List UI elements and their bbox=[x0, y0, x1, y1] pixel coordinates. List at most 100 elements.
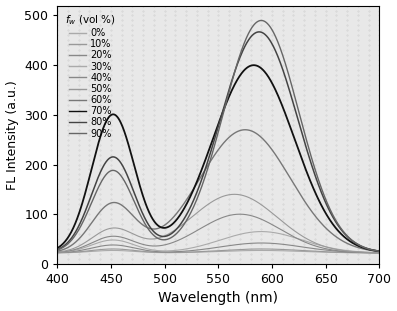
30% bbox=[377, 251, 382, 254]
Line: 10%: 10% bbox=[57, 249, 380, 253]
90% bbox=[259, 19, 264, 22]
90% bbox=[251, 25, 255, 28]
90% bbox=[75, 231, 79, 235]
40% bbox=[242, 213, 247, 216]
90% bbox=[242, 41, 247, 45]
0% bbox=[377, 251, 382, 255]
90% bbox=[260, 19, 265, 22]
30% bbox=[333, 247, 337, 251]
40% bbox=[377, 251, 382, 255]
50% bbox=[300, 234, 304, 238]
90% bbox=[333, 217, 337, 221]
50% bbox=[377, 251, 382, 255]
0% bbox=[260, 248, 265, 252]
50% bbox=[251, 198, 256, 202]
0% bbox=[111, 248, 116, 252]
10% bbox=[333, 250, 337, 254]
70% bbox=[333, 225, 337, 229]
Line: 70%: 70% bbox=[57, 65, 380, 251]
30% bbox=[242, 231, 247, 235]
60% bbox=[260, 137, 265, 141]
30% bbox=[75, 248, 79, 252]
Line: 90%: 90% bbox=[57, 21, 380, 251]
10% bbox=[55, 251, 60, 255]
20% bbox=[55, 251, 60, 254]
40% bbox=[237, 212, 242, 216]
X-axis label: Wavelength (nm): Wavelength (nm) bbox=[158, 291, 278, 305]
60% bbox=[75, 239, 79, 243]
50% bbox=[333, 247, 337, 251]
0% bbox=[75, 250, 79, 254]
50% bbox=[55, 250, 60, 254]
0% bbox=[300, 249, 304, 253]
80% bbox=[377, 249, 382, 253]
40% bbox=[75, 247, 79, 251]
70% bbox=[260, 68, 265, 72]
Line: 40%: 40% bbox=[57, 214, 380, 253]
50% bbox=[260, 204, 265, 208]
20% bbox=[260, 241, 265, 245]
60% bbox=[55, 249, 60, 253]
10% bbox=[377, 251, 382, 255]
10% bbox=[260, 247, 265, 251]
0% bbox=[55, 251, 60, 255]
90% bbox=[377, 249, 382, 253]
40% bbox=[251, 214, 256, 218]
60% bbox=[242, 128, 247, 132]
60% bbox=[251, 130, 256, 133]
Legend: 0%, 10%, 20%, 30%, 40%, 50%, 60%, 70%, 80%, 90%: 0%, 10%, 20%, 30%, 40%, 50%, 60%, 70%, 8… bbox=[62, 10, 119, 142]
10% bbox=[300, 249, 304, 253]
20% bbox=[333, 249, 337, 253]
60% bbox=[333, 234, 337, 238]
10% bbox=[111, 247, 116, 251]
50% bbox=[75, 245, 79, 249]
80% bbox=[251, 33, 255, 37]
20% bbox=[251, 241, 255, 245]
90% bbox=[300, 122, 304, 126]
30% bbox=[259, 230, 264, 234]
90% bbox=[55, 248, 60, 252]
30% bbox=[251, 230, 255, 234]
20% bbox=[75, 249, 79, 253]
0% bbox=[242, 249, 247, 253]
50% bbox=[232, 193, 237, 196]
30% bbox=[55, 251, 60, 254]
80% bbox=[75, 228, 79, 231]
50% bbox=[242, 194, 247, 198]
70% bbox=[242, 68, 247, 72]
10% bbox=[75, 250, 79, 254]
Line: 60%: 60% bbox=[57, 130, 380, 252]
20% bbox=[377, 251, 382, 255]
Line: 80%: 80% bbox=[57, 32, 380, 251]
Line: 50%: 50% bbox=[57, 194, 380, 253]
30% bbox=[300, 238, 304, 242]
80% bbox=[300, 132, 304, 135]
70% bbox=[75, 217, 79, 221]
40% bbox=[333, 248, 337, 252]
70% bbox=[300, 158, 304, 161]
40% bbox=[260, 218, 265, 222]
Line: 20%: 20% bbox=[57, 243, 380, 253]
70% bbox=[251, 63, 255, 67]
0% bbox=[333, 251, 337, 254]
40% bbox=[300, 239, 304, 243]
70% bbox=[55, 246, 60, 250]
60% bbox=[300, 195, 304, 199]
20% bbox=[300, 245, 304, 249]
60% bbox=[377, 250, 382, 253]
Line: 30%: 30% bbox=[57, 232, 380, 253]
40% bbox=[55, 250, 60, 254]
20% bbox=[242, 242, 247, 246]
Line: 0%: 0% bbox=[57, 250, 380, 253]
10% bbox=[242, 248, 247, 251]
80% bbox=[333, 219, 337, 223]
Y-axis label: FL Intensity (a.u.): FL Intensity (a.u.) bbox=[6, 80, 19, 190]
60% bbox=[243, 128, 247, 132]
30% bbox=[260, 230, 265, 234]
70% bbox=[251, 63, 256, 67]
70% bbox=[377, 249, 382, 253]
80% bbox=[55, 248, 60, 252]
20% bbox=[259, 241, 264, 245]
80% bbox=[242, 46, 247, 49]
0% bbox=[251, 248, 256, 252]
